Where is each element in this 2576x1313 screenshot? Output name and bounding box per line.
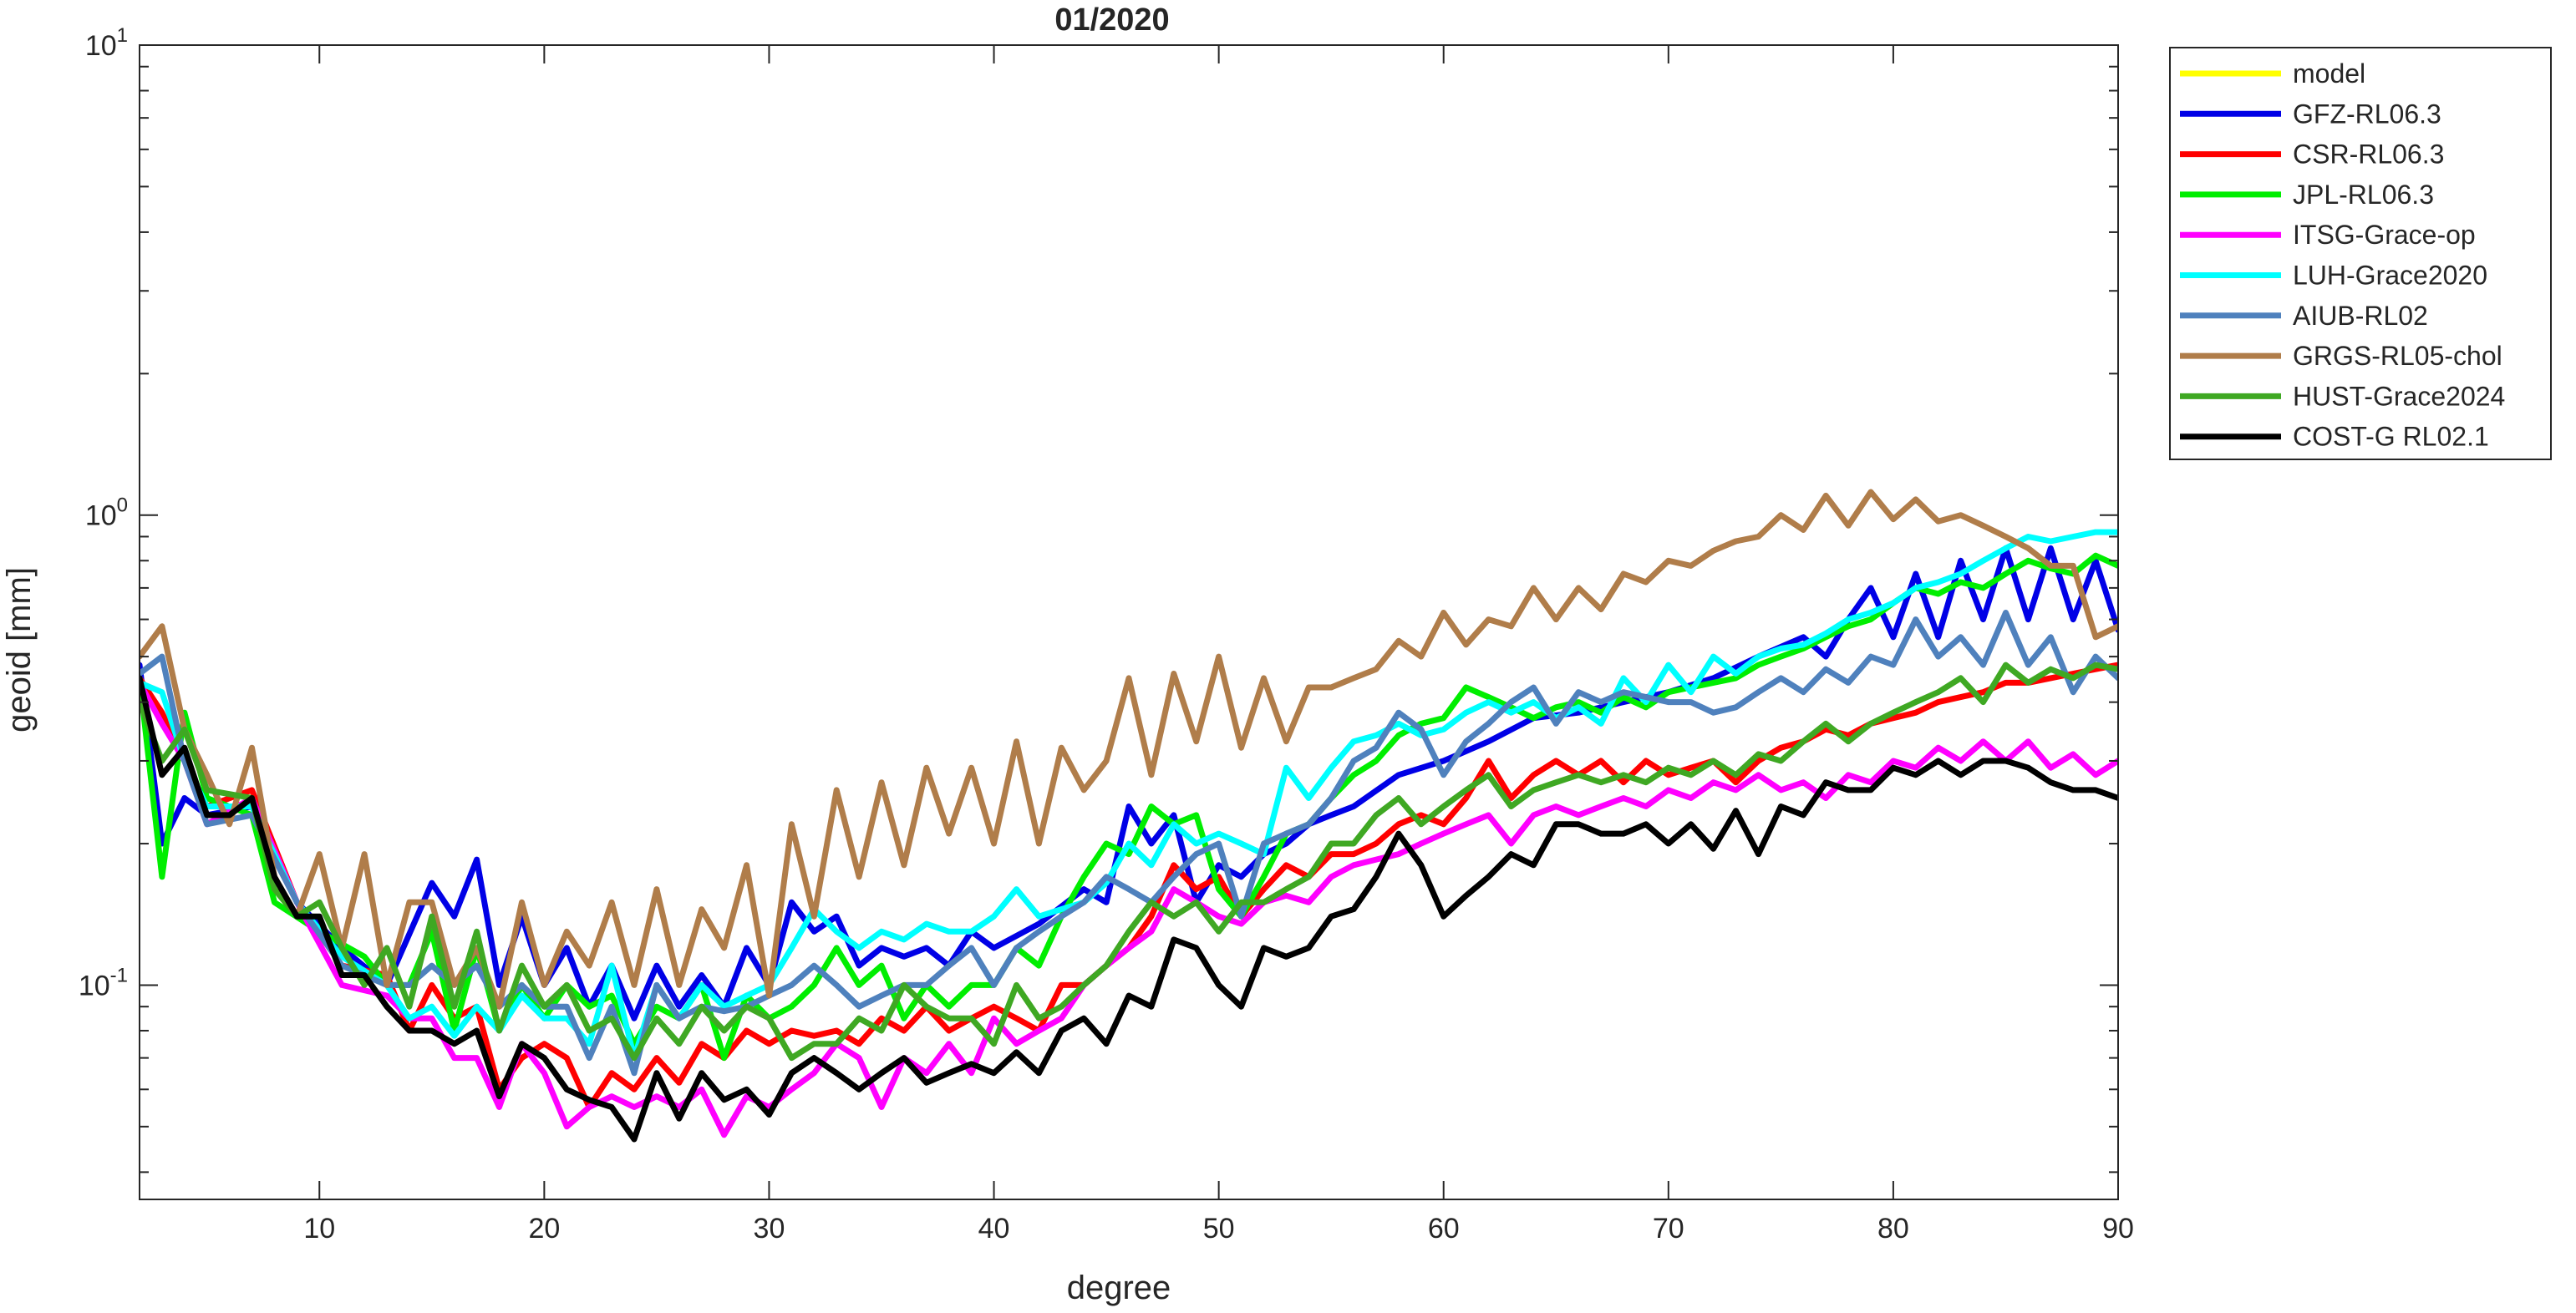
plot-background bbox=[140, 45, 2118, 1199]
x-tick-label: 80 bbox=[1877, 1213, 1909, 1245]
y-tick-label: 100 bbox=[85, 494, 128, 532]
legend-label-csr-rl06-3: CSR-RL06.3 bbox=[2293, 139, 2444, 170]
legend-label-luh-grace2020: LUH-Grace2020 bbox=[2293, 261, 2487, 291]
x-tick-label: 40 bbox=[978, 1213, 1010, 1245]
x-tick-label: 60 bbox=[1428, 1213, 1460, 1245]
legend: model GFZ-RL06.3 CSR-RL06.3 JPL-RL06.3 ITSG-… bbox=[2169, 47, 2552, 460]
legend-label-aiub-rl02: AIUB-RL02 bbox=[2293, 301, 2428, 331]
legend-label-model: model bbox=[2293, 58, 2365, 89]
x-tick-label: 10 bbox=[303, 1213, 335, 1245]
legend-label-cost-g-rl02-1: COST-G RL02.1 bbox=[2293, 422, 2489, 452]
x-tick-label: 70 bbox=[1653, 1213, 1684, 1245]
axes-box bbox=[139, 44, 2119, 1200]
series-line-itsg-grace-op bbox=[140, 679, 2118, 1138]
series-line-hust-grace2024 bbox=[140, 662, 2118, 1062]
legend-label-jpl-rl06-3: JPL-RL06.3 bbox=[2293, 180, 2434, 210]
x-tick-label: 30 bbox=[754, 1213, 785, 1245]
series-lines bbox=[140, 489, 2118, 1143]
x-tick-label: 20 bbox=[528, 1213, 560, 1245]
axes: 10 20 30 40 50 60 70 80 90 101 100 10-1 bbox=[79, 24, 2134, 1245]
x-tick-label: 90 bbox=[2102, 1213, 2134, 1245]
legend-label-itsg-grace-op: ITSG-Grace-op bbox=[2293, 220, 2476, 250]
y-tick-label: 10-1 bbox=[79, 964, 128, 1001]
legend-label-hust-grace2024: HUST-Grace2024 bbox=[2293, 381, 2505, 411]
legend-label-gfz-rl06-3: GFZ-RL06.3 bbox=[2293, 99, 2441, 129]
series-line-cost-g-rl02-1 bbox=[140, 675, 2118, 1143]
series-line-luh-grace2020 bbox=[140, 529, 2118, 1062]
plot-area bbox=[140, 45, 2118, 1199]
y-tick-label: 101 bbox=[85, 24, 128, 62]
chart-title: 01/2020 bbox=[1054, 3, 1169, 38]
x-axis-label: degree bbox=[1067, 1270, 1171, 1306]
x-tick-label: 50 bbox=[1203, 1213, 1235, 1245]
legend-label-grgs-rl05-chol: GRGS-RL05-chol bbox=[2293, 341, 2502, 371]
y-axis-label: geoid [mm] bbox=[1, 567, 38, 733]
